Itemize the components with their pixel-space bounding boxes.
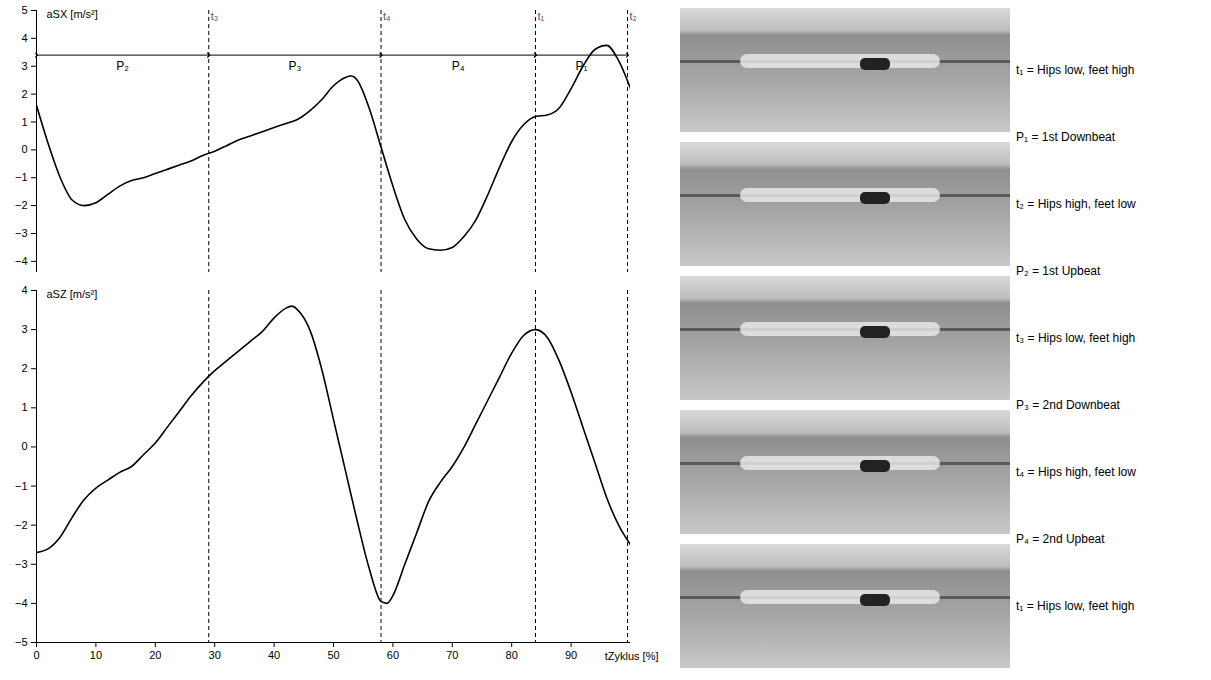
- svg-text:2: 2: [21, 88, 27, 100]
- svg-text:40: 40: [268, 649, 280, 661]
- svg-text:−4: −4: [15, 255, 28, 267]
- svg-text:t₃: t₃: [211, 10, 219, 22]
- html-text:t₄ = Hips high, feet low: t₄ = Hips high, feet low: [1016, 465, 1136, 479]
- svg-text:−1: −1: [15, 171, 28, 183]
- svg-text:10: 10: [90, 649, 102, 661]
- svg-text:4: 4: [21, 284, 27, 296]
- svg-text:0: 0: [21, 440, 27, 452]
- svg-text:−3: −3: [15, 558, 28, 570]
- svg-text:60: 60: [387, 649, 399, 661]
- html-text:P₃ = 2nd Downbeat: P₃ = 2nd Downbeat: [1016, 398, 1120, 412]
- html-text:t₁ = Hips low, feet high: t₁ = Hips low, feet high: [1016, 63, 1135, 77]
- svg-text:t₄: t₄: [383, 10, 391, 22]
- svg-text:−1: −1: [15, 480, 28, 492]
- html-text:P₁ = 1st Downbeat: P₁ = 1st Downbeat: [1016, 130, 1116, 144]
- svg-text:P₄: P₄: [452, 59, 465, 73]
- svg-text:t₂: t₂: [630, 10, 637, 22]
- svg-text:3: 3: [21, 323, 27, 335]
- svg-text:aSZ [m/s²]: aSZ [m/s²]: [47, 288, 98, 300]
- html-text:t₁ = Hips low, feet high: t₁ = Hips low, feet high: [1016, 599, 1135, 613]
- svg-text:−5: −5: [15, 636, 28, 648]
- svg-text:aSX [m/s²]: aSX [m/s²]: [47, 8, 98, 20]
- svg-text:50: 50: [327, 649, 339, 661]
- svg-text:P₁: P₁: [575, 59, 587, 73]
- svg-text:80: 80: [506, 649, 518, 661]
- svg-text:t₁: t₁: [537, 10, 544, 22]
- svg-text:P₃: P₃: [288, 59, 301, 73]
- svg-text:0: 0: [21, 143, 27, 155]
- svg-text:4: 4: [21, 32, 27, 44]
- svg-text:70: 70: [446, 649, 458, 661]
- svg-text:−2: −2: [15, 199, 28, 211]
- svg-text:30: 30: [209, 649, 221, 661]
- svg-text:tZyklus [%]: tZyklus [%]: [605, 650, 659, 662]
- svg-text:20: 20: [149, 649, 161, 661]
- html-text:t₃ = Hips low, feet high: t₃ = Hips low, feet high: [1016, 331, 1136, 345]
- svg-text:2: 2: [21, 362, 27, 374]
- html-text:P₂ = 1st Upbeat: P₂ = 1st Upbeat: [1016, 264, 1101, 278]
- svg-text:P₂: P₂: [116, 59, 129, 73]
- svg-text:3: 3: [21, 60, 27, 72]
- svg-text:−4: −4: [15, 597, 28, 609]
- html-text:t₂ = Hips high, feet low: t₂ = Hips high, feet low: [1016, 197, 1136, 211]
- svg-text:−2: −2: [15, 519, 28, 531]
- html-text:P₄ = 2nd Upbeat: P₄ = 2nd Upbeat: [1016, 532, 1105, 546]
- svg-text:1: 1: [21, 401, 27, 413]
- svg-text:5: 5: [21, 4, 27, 16]
- svg-text:1: 1: [21, 116, 27, 128]
- svg-text:90: 90: [565, 649, 577, 661]
- svg-text:0: 0: [33, 649, 39, 661]
- svg-text:−3: −3: [15, 227, 28, 239]
